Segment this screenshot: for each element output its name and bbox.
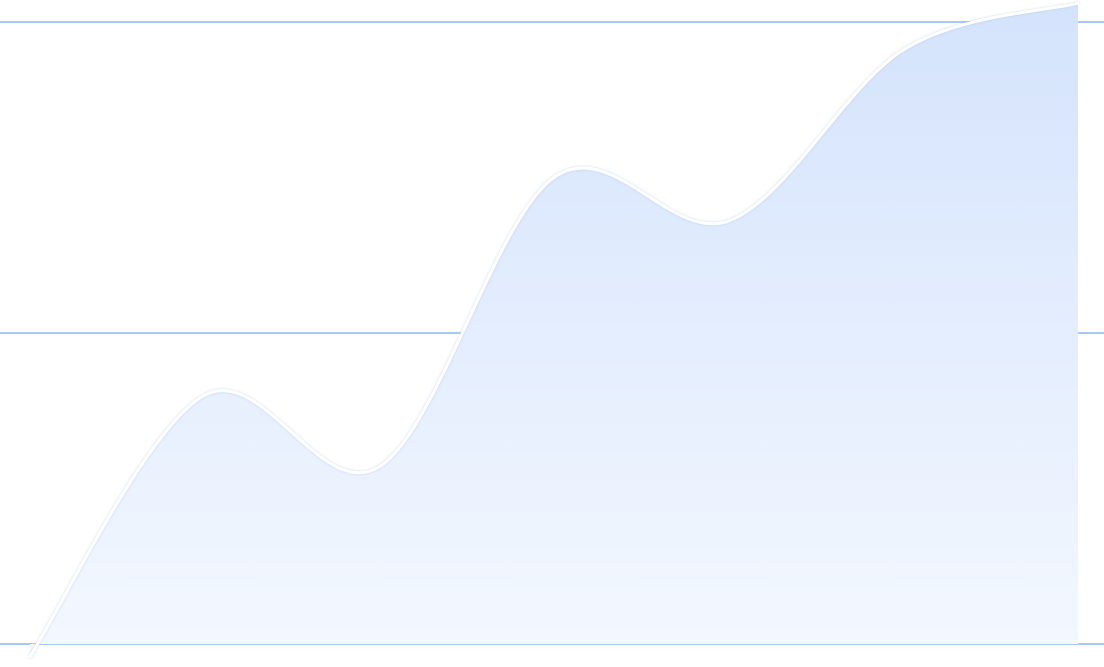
series-area [30,3,1078,657]
series-line [28,1,1080,658]
